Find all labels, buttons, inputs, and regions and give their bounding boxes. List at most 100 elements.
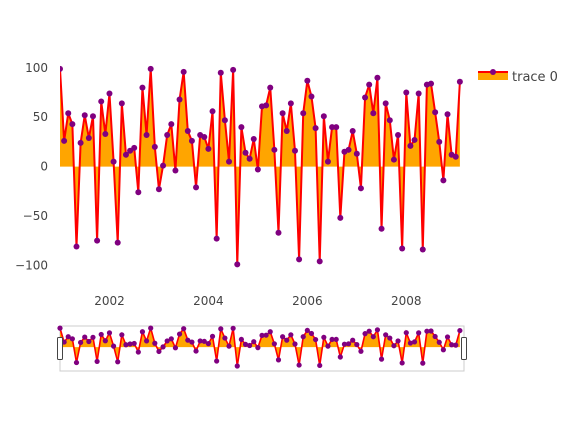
data-point[interactable] <box>205 145 212 152</box>
data-point[interactable] <box>143 132 150 139</box>
data-point[interactable] <box>118 100 125 107</box>
data-point[interactable] <box>382 100 389 107</box>
data-point[interactable] <box>106 90 113 97</box>
data-point[interactable] <box>296 256 303 263</box>
data-point[interactable] <box>85 134 92 141</box>
data-point[interactable] <box>370 110 377 117</box>
data-point[interactable] <box>362 94 369 101</box>
data-point[interactable] <box>131 144 138 151</box>
data-point[interactable] <box>308 93 315 100</box>
data-point[interactable] <box>151 143 158 150</box>
data-point[interactable] <box>403 89 410 96</box>
range-slider-background[interactable] <box>59 325 465 372</box>
data-point[interactable] <box>155 186 162 193</box>
data-point[interactable] <box>213 235 220 242</box>
data-point[interactable] <box>221 117 228 124</box>
data-point[interactable] <box>209 108 216 115</box>
data-point[interactable] <box>395 132 402 139</box>
data-point[interactable] <box>345 146 352 153</box>
data-point[interactable] <box>374 74 381 81</box>
data-point[interactable] <box>279 110 286 117</box>
data-point[interactable] <box>114 239 121 246</box>
data-point[interactable] <box>147 65 154 72</box>
data-point[interactable] <box>349 128 356 135</box>
data-point[interactable] <box>98 98 105 105</box>
data-point[interactable] <box>353 150 360 157</box>
data-point[interactable] <box>456 78 463 85</box>
data-point[interactable] <box>230 66 237 73</box>
data-point[interactable] <box>333 124 340 131</box>
data-point[interactable] <box>102 131 109 138</box>
data-point[interactable] <box>77 139 84 146</box>
data-point[interactable] <box>188 137 195 144</box>
data-point[interactable] <box>139 84 146 91</box>
data-point[interactable] <box>193 184 200 191</box>
data-point[interactable] <box>320 113 327 120</box>
data-point[interactable] <box>238 124 245 131</box>
data-point[interactable] <box>250 135 257 142</box>
data-point[interactable] <box>81 112 88 119</box>
data-point[interactable] <box>267 84 274 91</box>
data-point[interactable] <box>263 102 270 109</box>
range-slider-right-handle[interactable] <box>461 337 467 360</box>
data-point[interactable] <box>357 185 364 192</box>
data-point[interactable] <box>275 229 282 236</box>
data-point[interactable] <box>287 100 294 107</box>
data-point[interactable] <box>390 156 397 163</box>
data-point[interactable] <box>329 124 336 131</box>
data-point[interactable] <box>122 151 129 158</box>
data-point[interactable] <box>300 110 307 117</box>
data-point[interactable] <box>291 147 298 154</box>
range-slider[interactable] <box>57 325 467 372</box>
data-point[interactable] <box>94 237 101 244</box>
data-point[interactable] <box>226 158 233 165</box>
data-point[interactable] <box>65 110 72 117</box>
data-point[interactable] <box>201 133 208 140</box>
data-point[interactable] <box>246 155 253 162</box>
data-point[interactable] <box>110 158 117 165</box>
data-point[interactable] <box>415 90 422 97</box>
data-point[interactable] <box>180 68 187 75</box>
data-point[interactable] <box>337 214 344 221</box>
data-point[interactable] <box>127 147 134 154</box>
legend[interactable]: trace 0 <box>478 69 558 85</box>
data-point[interactable] <box>89 113 96 120</box>
data-point[interactable] <box>419 246 426 253</box>
data-point[interactable] <box>432 109 439 116</box>
data-point[interactable] <box>242 149 249 156</box>
data-point[interactable] <box>312 125 319 132</box>
data-point[interactable] <box>254 166 261 173</box>
slider-data-point <box>444 334 451 340</box>
data-point[interactable] <box>184 128 191 135</box>
data-point[interactable] <box>324 158 331 165</box>
data-point[interactable] <box>283 128 290 135</box>
data-point[interactable] <box>407 142 414 149</box>
data-point[interactable] <box>172 167 179 174</box>
data-point[interactable] <box>160 162 167 169</box>
data-point[interactable] <box>217 69 224 76</box>
data-point[interactable] <box>411 136 418 143</box>
data-point[interactable] <box>366 81 373 88</box>
data-point[interactable] <box>271 146 278 153</box>
data-point[interactable] <box>164 132 171 139</box>
data-point[interactable] <box>316 258 323 265</box>
data-point[interactable] <box>378 225 385 232</box>
data-point[interactable] <box>386 117 393 124</box>
data-point[interactable] <box>176 96 183 103</box>
data-point[interactable] <box>168 121 175 128</box>
data-point[interactable] <box>399 245 406 252</box>
plot-area[interactable] <box>57 65 463 268</box>
data-point[interactable] <box>436 138 443 145</box>
data-point[interactable] <box>69 121 76 128</box>
data-point[interactable] <box>73 243 80 250</box>
data-point[interactable] <box>135 189 142 196</box>
data-point[interactable] <box>61 137 68 144</box>
data-point[interactable] <box>234 261 241 268</box>
data-point[interactable] <box>428 80 435 87</box>
data-point[interactable] <box>452 153 459 160</box>
data-point[interactable] <box>440 177 447 184</box>
range-slider-left-handle[interactable] <box>57 337 63 360</box>
data-point[interactable] <box>304 77 311 84</box>
data-point[interactable] <box>444 111 451 118</box>
data-point[interactable] <box>57 65 63 72</box>
